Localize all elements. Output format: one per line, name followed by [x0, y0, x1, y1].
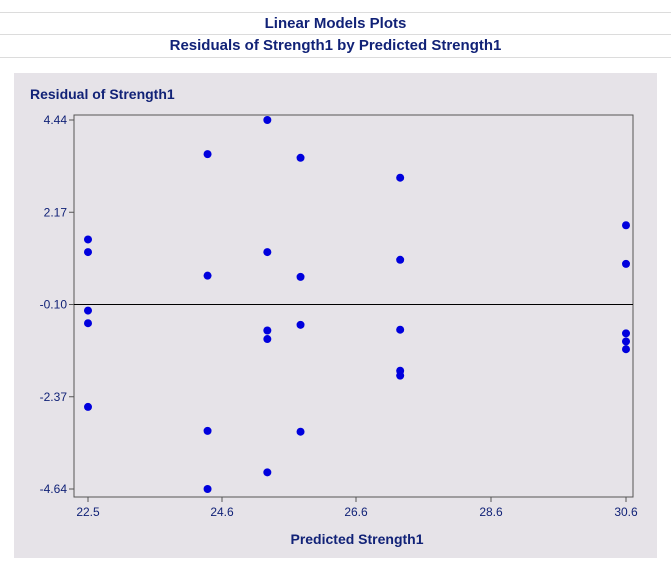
data-point	[396, 173, 405, 182]
data-point	[203, 271, 212, 280]
y-tick-label: 2.17	[44, 205, 68, 219]
page-subtitle: Residuals of Strength1 by Predicted Stre…	[0, 35, 671, 58]
plot-frame	[73, 114, 634, 498]
scatter-chart: Residual of Strength1 Predicted Strength…	[30, 86, 638, 547]
data-point	[84, 319, 92, 328]
data-point	[84, 248, 92, 257]
data-point	[296, 153, 305, 162]
page-title: Linear Models Plots	[0, 12, 671, 35]
data-point	[396, 371, 405, 380]
y-tick-label: 4.44	[44, 113, 68, 127]
data-point	[263, 468, 272, 477]
x-tick-label: 28.6	[479, 505, 503, 519]
y-tick-label: -4.64	[40, 482, 68, 496]
x-axis-title: Predicted Strength1	[290, 531, 423, 547]
data-point	[396, 325, 405, 334]
y-tick-label: -2.37	[40, 390, 68, 404]
data-point	[84, 402, 92, 411]
data-point	[622, 221, 630, 230]
x-tick-label: 24.6	[210, 505, 234, 519]
data-point	[622, 337, 630, 346]
data-point	[203, 485, 212, 493]
x-tick-label: 22.5	[76, 505, 100, 519]
data-point	[622, 345, 630, 354]
data-point	[263, 248, 272, 257]
data-point	[263, 335, 272, 344]
plot-layer: 4.44 2.17 -0.10 -2.37 -4.64 22.5 24.6 26.6 28.6 3…	[40, 113, 638, 519]
data-point	[203, 150, 212, 159]
data-point	[296, 320, 305, 329]
data-point	[263, 326, 272, 335]
data-point	[622, 329, 630, 338]
x-tick-label: 30.6	[614, 505, 638, 519]
chart-panel: Residual of Strength1 Predicted Strength…	[14, 73, 657, 558]
y-tick-label: -0.10	[40, 298, 68, 312]
y-axis-title: Residual of Strength1	[30, 86, 175, 102]
data-point	[296, 427, 305, 436]
x-tick-label: 26.6	[344, 505, 368, 519]
data-point	[263, 116, 272, 124]
data-point	[396, 255, 405, 264]
data-point	[622, 259, 630, 268]
data-point	[84, 306, 92, 315]
data-point	[84, 235, 92, 244]
data-point	[203, 426, 212, 435]
data-point	[296, 272, 305, 281]
